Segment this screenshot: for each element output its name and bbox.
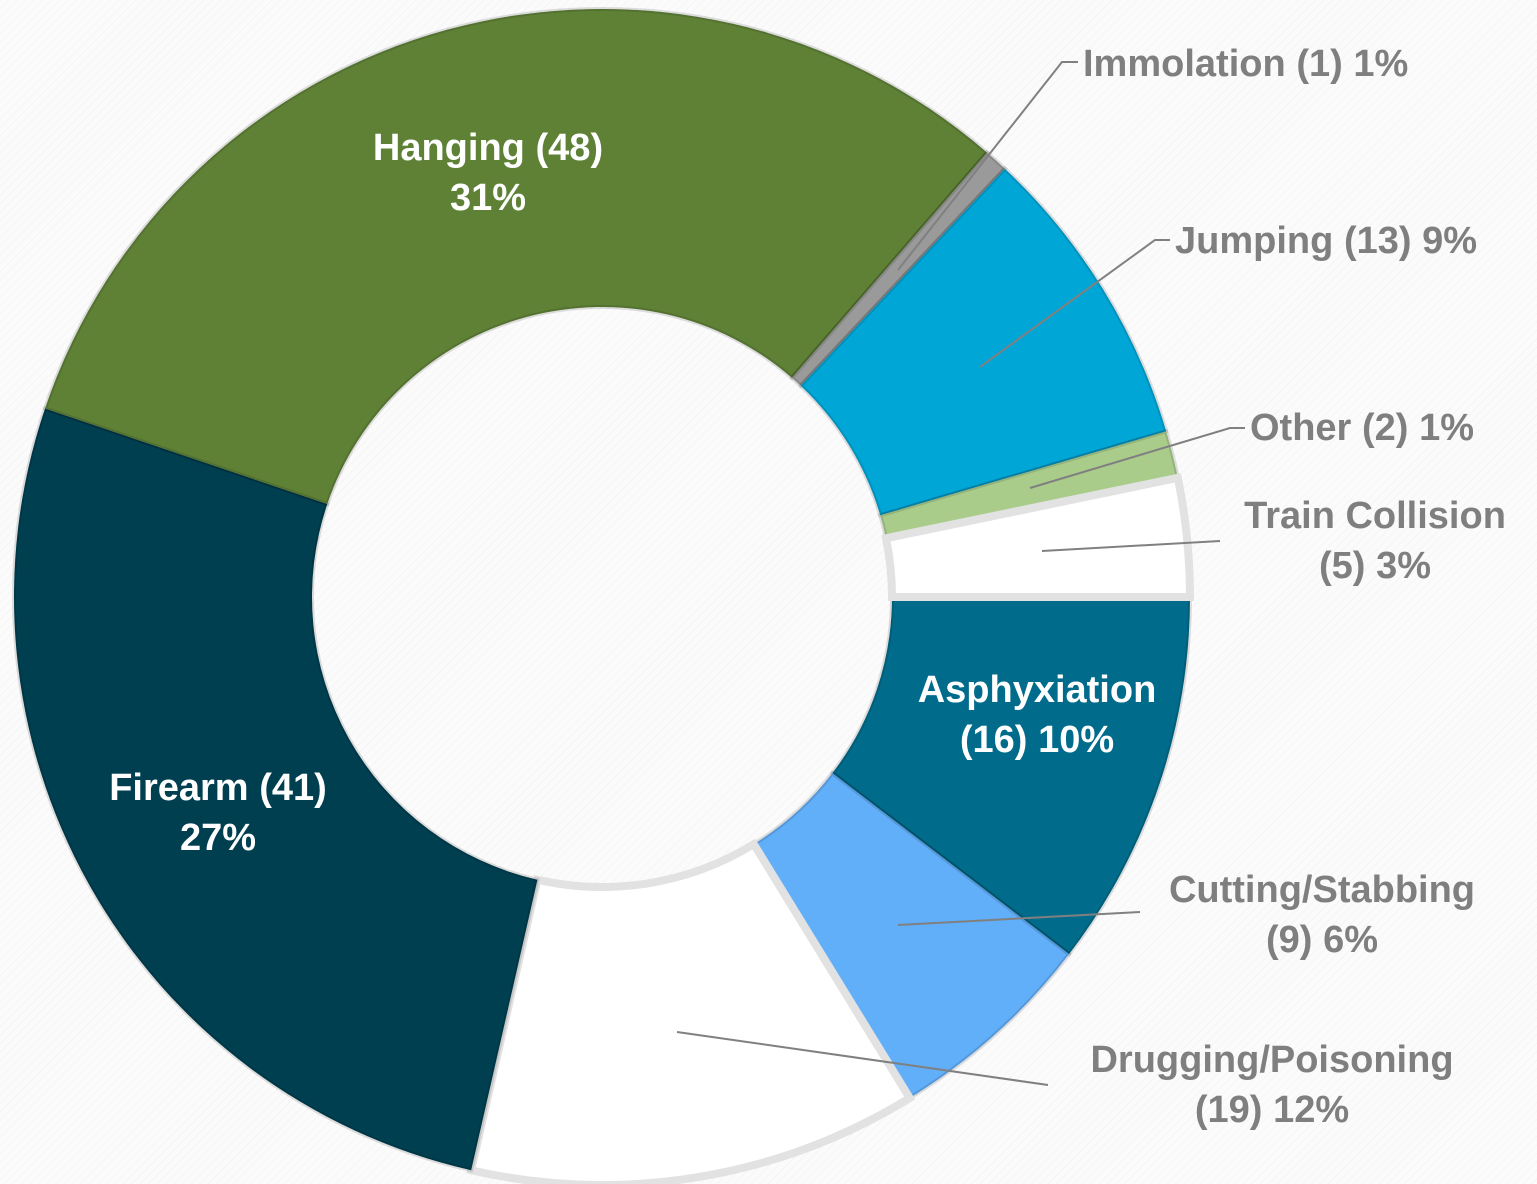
label-part: Asphyxiation xyxy=(918,669,1157,711)
slice-label: (19) 12% xyxy=(1195,1089,1349,1131)
slice-label: 31% xyxy=(450,177,526,219)
label-part: Jumping xyxy=(1175,220,1333,262)
label-part: Cutting/Stabbing xyxy=(1169,869,1475,911)
label-part: 27% xyxy=(180,817,256,859)
label-part: 9% xyxy=(1422,220,1477,262)
slice-label: Jumping (13) 9% xyxy=(1175,220,1477,262)
donut-slice xyxy=(797,165,1169,518)
label-part: (16) xyxy=(960,719,1028,761)
slice-label: (5) 3% xyxy=(1319,545,1431,587)
label-part: (13) xyxy=(1344,220,1412,262)
label-part: (5) xyxy=(1319,545,1365,587)
donut-slice xyxy=(881,473,1195,601)
label-part: (48) xyxy=(536,127,604,169)
donut-slice xyxy=(12,405,540,1173)
label-part: Train Collision xyxy=(1244,495,1506,537)
label-part: 3% xyxy=(1376,545,1431,587)
slice-label: Hanging (48) xyxy=(373,127,603,169)
label-part: Immolation xyxy=(1083,43,1286,85)
slice-label: Drugging/Poisoning xyxy=(1090,1039,1453,1081)
leader-line xyxy=(1029,427,1245,489)
label-part: Drugging/Poisoning xyxy=(1090,1039,1453,1081)
label-part: 1% xyxy=(1419,407,1474,449)
leader-line xyxy=(897,61,1078,271)
label-part: (2) xyxy=(1362,407,1408,449)
slice-label: Firearm (41) xyxy=(109,767,327,809)
leader-line xyxy=(676,1031,1049,1086)
slice-label: (16) 10% xyxy=(960,719,1114,761)
label-part: Other xyxy=(1250,407,1352,449)
leader-line xyxy=(979,239,1170,368)
slice-label: 27% xyxy=(180,817,256,859)
label-part: Hanging xyxy=(373,127,525,169)
donut-slice xyxy=(829,595,1193,957)
slice-label: Immolation (1) 1% xyxy=(1083,43,1408,85)
leader-line xyxy=(897,911,1141,926)
label-part: Firearm xyxy=(109,767,248,809)
leader-line xyxy=(1041,540,1221,552)
label-part: 1% xyxy=(1353,43,1408,85)
label-part: 12% xyxy=(1273,1089,1349,1131)
slice-label: Train Collision xyxy=(1244,495,1506,537)
slice-label: (9) 6% xyxy=(1266,919,1378,961)
donut-slice xyxy=(42,7,990,507)
label-part: (9) xyxy=(1266,919,1312,961)
label-part: (19) xyxy=(1195,1089,1263,1131)
slice-label: Other (2) 1% xyxy=(1250,407,1474,449)
slice-label: Asphyxiation xyxy=(918,669,1157,711)
label-part: 31% xyxy=(450,177,526,219)
label-part: 6% xyxy=(1323,919,1378,961)
label-part: (1) xyxy=(1296,43,1342,85)
label-part: 10% xyxy=(1038,719,1114,761)
donut-slice xyxy=(466,838,916,1184)
label-part: (41) xyxy=(259,767,327,809)
slice-label: Cutting/Stabbing xyxy=(1169,869,1475,911)
